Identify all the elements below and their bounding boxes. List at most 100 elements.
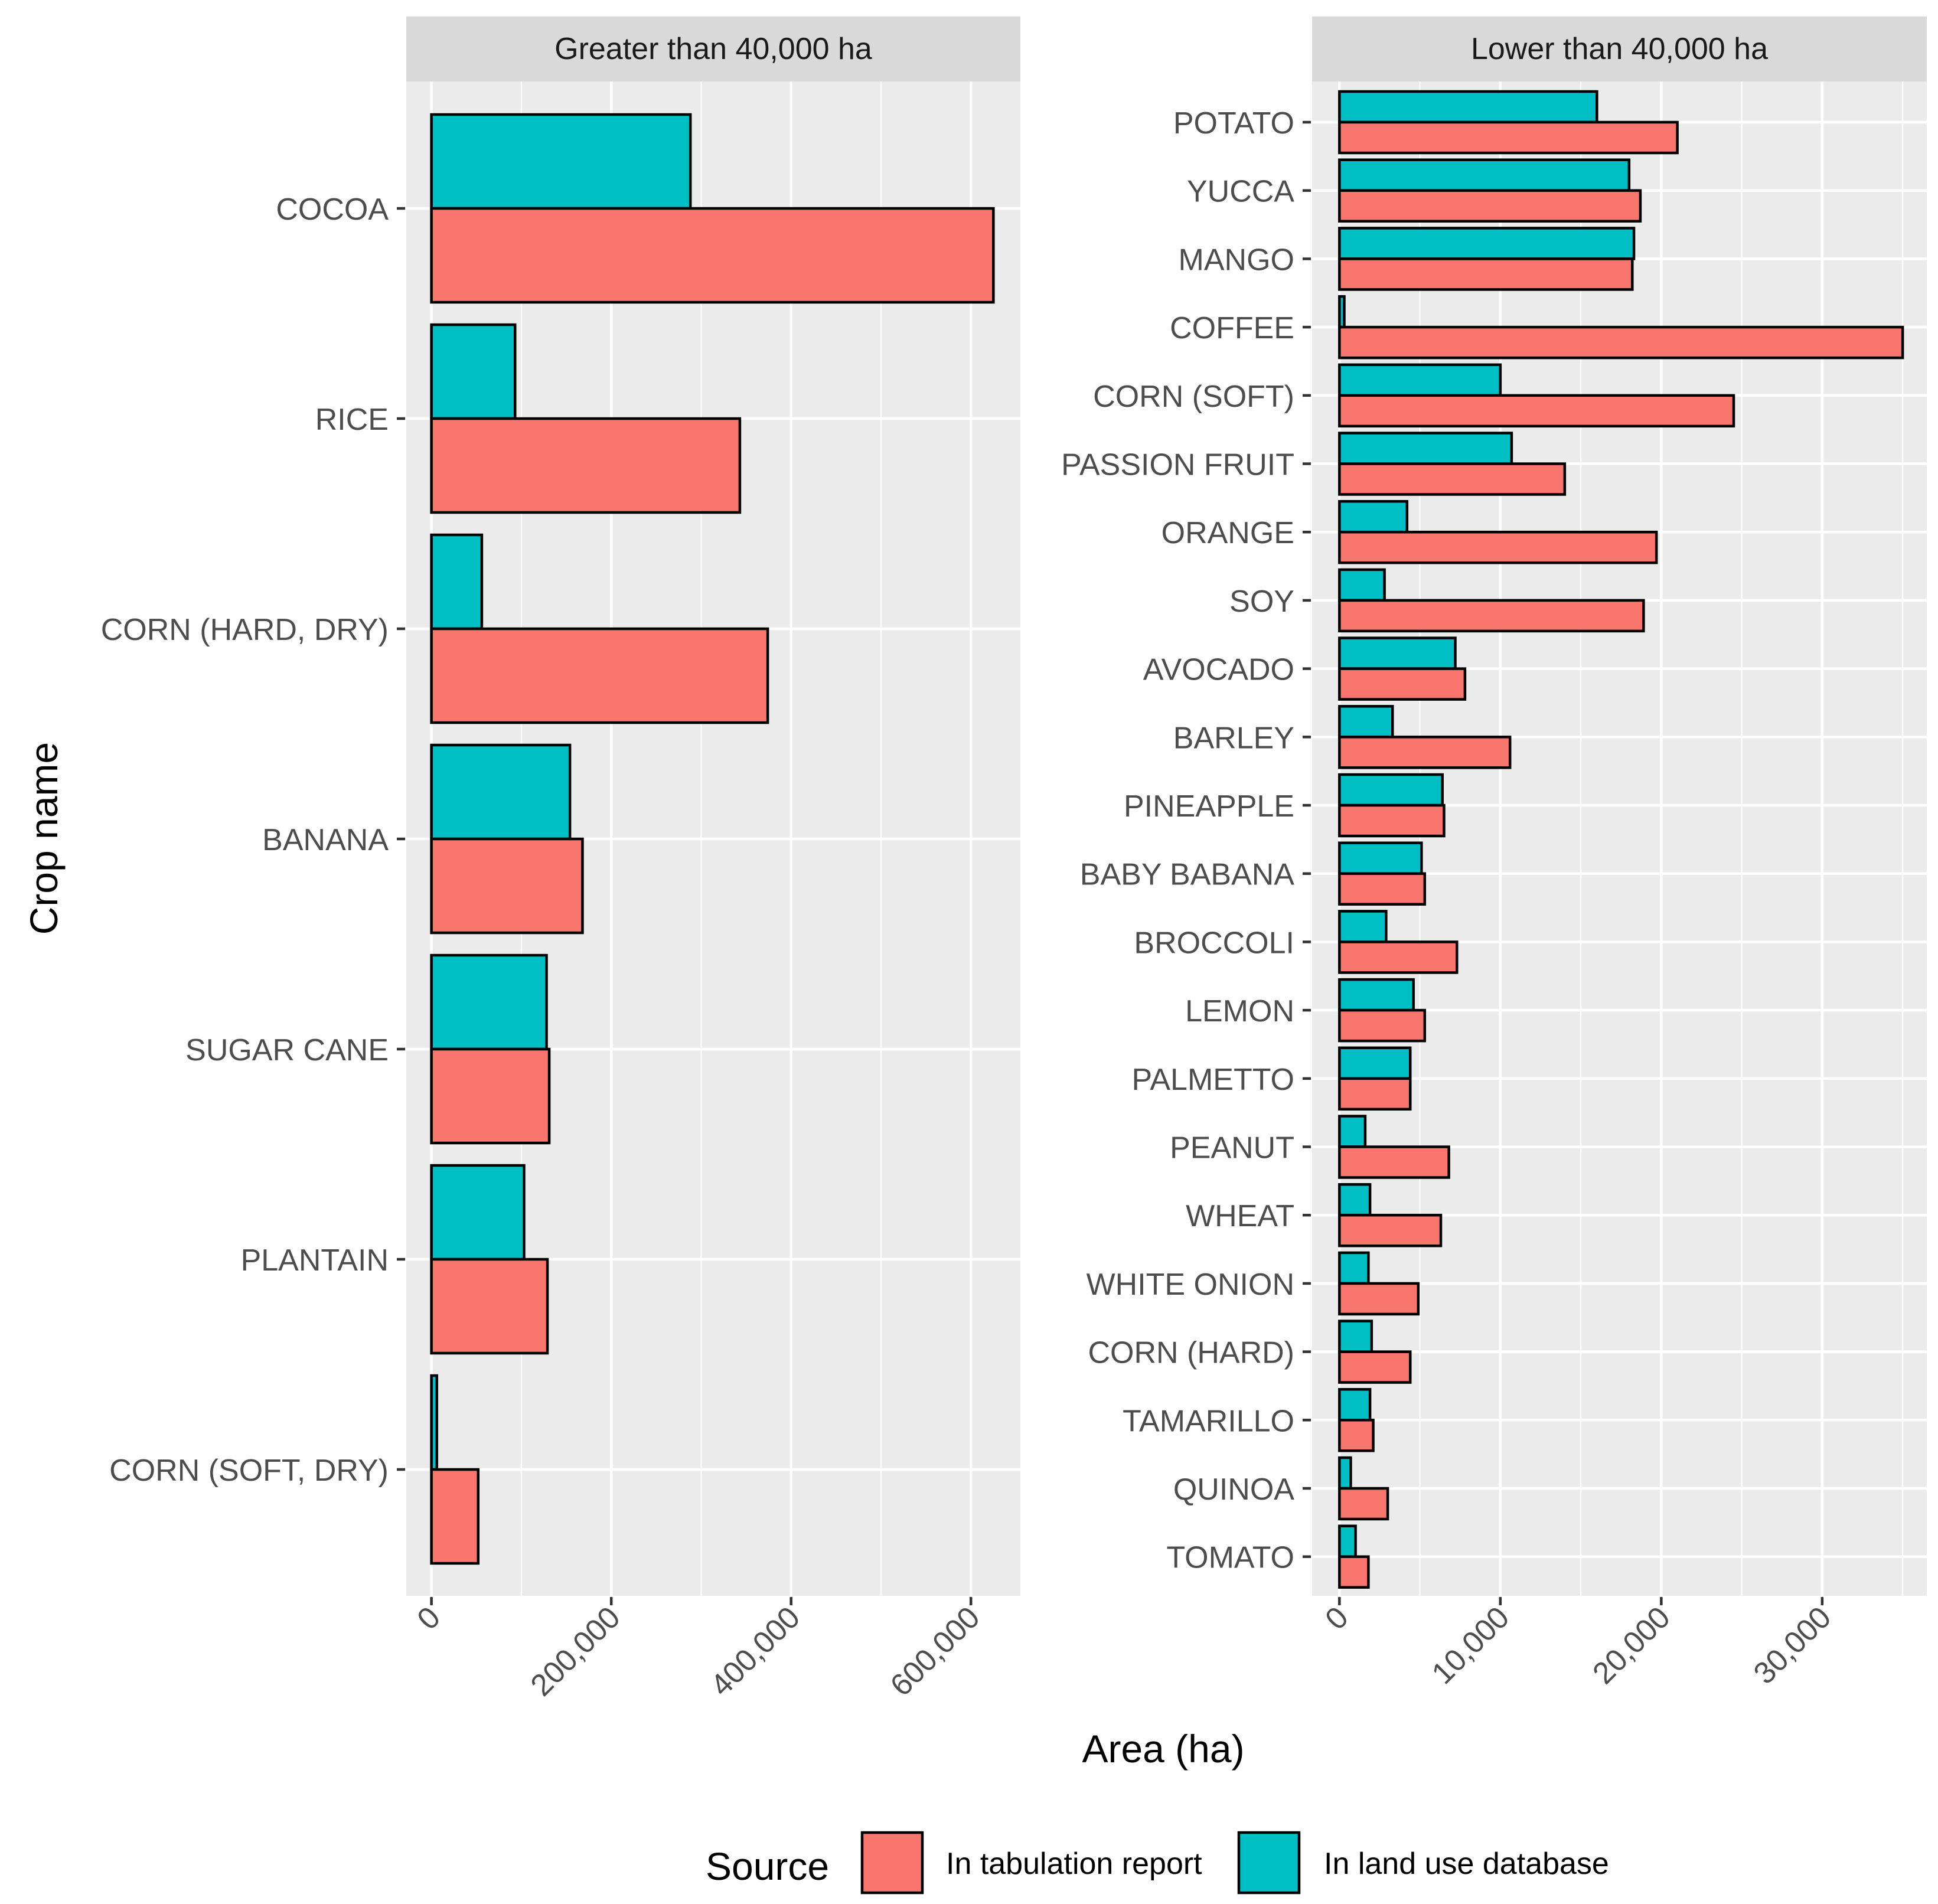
bar-land-use-plantain <box>430 1164 526 1261</box>
x-tick-label: 10,000 <box>1425 1600 1516 1690</box>
x-tick-label: 0 <box>411 1600 447 1636</box>
bar-land-use-potato <box>1338 90 1598 124</box>
facet-strip <box>406 17 1020 81</box>
bar-land-use-palmetto <box>1338 1046 1412 1080</box>
bar-tabulation-orange <box>1338 530 1658 564</box>
legend-label-land-use-database: In land use database <box>1324 1847 1609 1881</box>
panel-2: Lower than 40,000 ha POTATO YUCCA MANGO COFF… <box>1061 17 1927 1691</box>
category-label-corn-hard-dry: CORN (HARD, DRY) <box>101 613 389 647</box>
category-label-tomato: TOMATO <box>1166 1541 1294 1575</box>
bar-tabulation-lemon <box>1338 1008 1427 1043</box>
category-label-corn-hard: CORN (HARD) <box>1088 1336 1294 1370</box>
bar-tabulation-baby-babana <box>1338 872 1427 906</box>
bar-tabulation-tamarillo <box>1338 1419 1375 1452</box>
facet-title: Lower than 40,000 ha <box>1471 32 1768 66</box>
x-tick-label: 0 <box>1319 1600 1355 1636</box>
bar-land-use-peanut <box>1338 1115 1367 1148</box>
category-label-mango: MANGO <box>1179 243 1294 277</box>
bar-tabulation-white-onion <box>1338 1282 1420 1316</box>
bar-land-use-corn-soft-dry <box>430 1374 439 1471</box>
bar-land-use-corn-soft <box>1338 363 1502 397</box>
x-tick-label: 200,000 <box>524 1600 627 1703</box>
bar-tabulation-pineapple <box>1338 804 1446 838</box>
bar-land-use-soy <box>1338 568 1386 602</box>
bar-tabulation-avocado <box>1338 667 1467 701</box>
category-label-white-onion: WHITE ONION <box>1087 1268 1294 1302</box>
bar-tabulation-rice <box>430 417 742 514</box>
facet-title: Greater than 40,000 ha <box>554 32 872 66</box>
bar-land-use-rice <box>430 323 517 420</box>
facet-strip <box>1312 17 1927 81</box>
bar-tabulation-corn-soft <box>1338 394 1735 428</box>
bar-tabulation-corn-soft-dry <box>430 1468 480 1565</box>
bar-land-use-corn-hard-dry <box>430 533 484 631</box>
bar-tabulation-corn-hard <box>1338 1350 1412 1384</box>
bar-land-use-mango <box>1338 227 1636 260</box>
bar-land-use-sugar-cane <box>430 953 548 1051</box>
x-tick-label: 20,000 <box>1586 1600 1676 1690</box>
bar-tabulation-corn-hard-dry <box>430 627 769 724</box>
category-label-orange: ORANGE <box>1162 516 1294 550</box>
category-label-barley: BARLEY <box>1173 721 1294 755</box>
bar-tabulation-wheat <box>1338 1213 1443 1247</box>
category-label-potato: POTATO <box>1173 106 1294 141</box>
bar-land-use-coffee <box>1338 295 1346 329</box>
x-tick-label: 600,000 <box>884 1600 987 1703</box>
bar-land-use-yucca <box>1338 158 1631 192</box>
bar-land-use-banana <box>430 743 572 841</box>
bar-tabulation-soy <box>1338 599 1645 633</box>
bar-tabulation-coffee <box>1338 325 1904 360</box>
bar-land-use-wheat <box>1338 1183 1372 1217</box>
category-label-pineapple: PINEAPPLE <box>1124 789 1294 824</box>
bar-land-use-broccoli <box>1338 910 1388 943</box>
bar-land-use-orange <box>1338 499 1409 534</box>
category-label-avocado: AVOCADO <box>1143 653 1294 687</box>
bar-land-use-barley <box>1338 705 1394 739</box>
bar-tabulation-cocoa <box>430 207 995 304</box>
bar-tabulation-broccoli <box>1338 940 1459 974</box>
bar-tabulation-barley <box>1338 736 1512 769</box>
bar-tabulation-sugar-cane <box>430 1047 551 1145</box>
category-label-corn-soft-dry: CORN (SOFT, DRY) <box>109 1454 389 1488</box>
category-label-yucca: YUCCA <box>1187 175 1294 209</box>
category-label-tamarillo: TAMARILLO <box>1123 1404 1294 1438</box>
y-axis-title: Crop name <box>22 742 66 935</box>
category-label-quinoa: QUINOA <box>1173 1472 1294 1507</box>
bar-tabulation-yucca <box>1338 189 1642 223</box>
legend-title: Source <box>706 1844 829 1888</box>
bar-land-use-passion-fruit <box>1338 432 1513 465</box>
category-label-corn-soft: CORN (SOFT) <box>1093 380 1294 414</box>
panel-1: Greater than 40,000 ha COCOA RICE CORN (HAR… <box>101 17 1020 1703</box>
category-label-wheat: WHEAT <box>1186 1199 1294 1233</box>
bar-tabulation-palmetto <box>1338 1077 1412 1111</box>
category-label-sugar-cane: SUGAR CANE <box>185 1033 389 1067</box>
bar-tabulation-plantain <box>430 1258 549 1355</box>
bar-tabulation-tomato <box>1338 1555 1370 1589</box>
x-tick-label: 30,000 <box>1747 1600 1838 1690</box>
bar-tabulation-peanut <box>1338 1145 1450 1179</box>
category-label-baby-babana: BABY BABANA <box>1080 858 1295 892</box>
bar-land-use-pineapple <box>1338 773 1444 807</box>
legend-label-tabulation-report: In tabulation report <box>946 1847 1202 1881</box>
bar-tabulation-banana <box>430 837 584 935</box>
category-label-soy: SOY <box>1229 584 1294 619</box>
bar-land-use-baby-babana <box>1338 841 1423 875</box>
category-label-coffee: COFFEE <box>1170 311 1294 345</box>
bar-tabulation-potato <box>1338 120 1679 155</box>
category-label-palmetto: PALMETTO <box>1132 1063 1294 1097</box>
legend-key-land-use-database <box>1237 1831 1301 1895</box>
bar-land-use-quinoa <box>1338 1456 1352 1490</box>
category-label-peanut: PEANUT <box>1170 1131 1294 1165</box>
category-label-plantain: PLANTAIN <box>241 1243 389 1278</box>
bar-land-use-tamarillo <box>1338 1388 1372 1422</box>
bar-land-use-white-onion <box>1338 1251 1370 1285</box>
category-label-broccoli: BROCCOLI <box>1134 926 1294 960</box>
x-axis-title: Area (ha) <box>1082 1727 1244 1771</box>
legend-key-tabulation-report <box>860 1831 924 1895</box>
category-label-rice: RICE <box>315 403 389 437</box>
category-label-passion-fruit: PASSION FRUIT <box>1061 448 1294 482</box>
x-tick-label: 400,000 <box>704 1600 807 1703</box>
bar-land-use-avocado <box>1338 636 1457 670</box>
category-label-cocoa: COCOA <box>276 192 389 227</box>
